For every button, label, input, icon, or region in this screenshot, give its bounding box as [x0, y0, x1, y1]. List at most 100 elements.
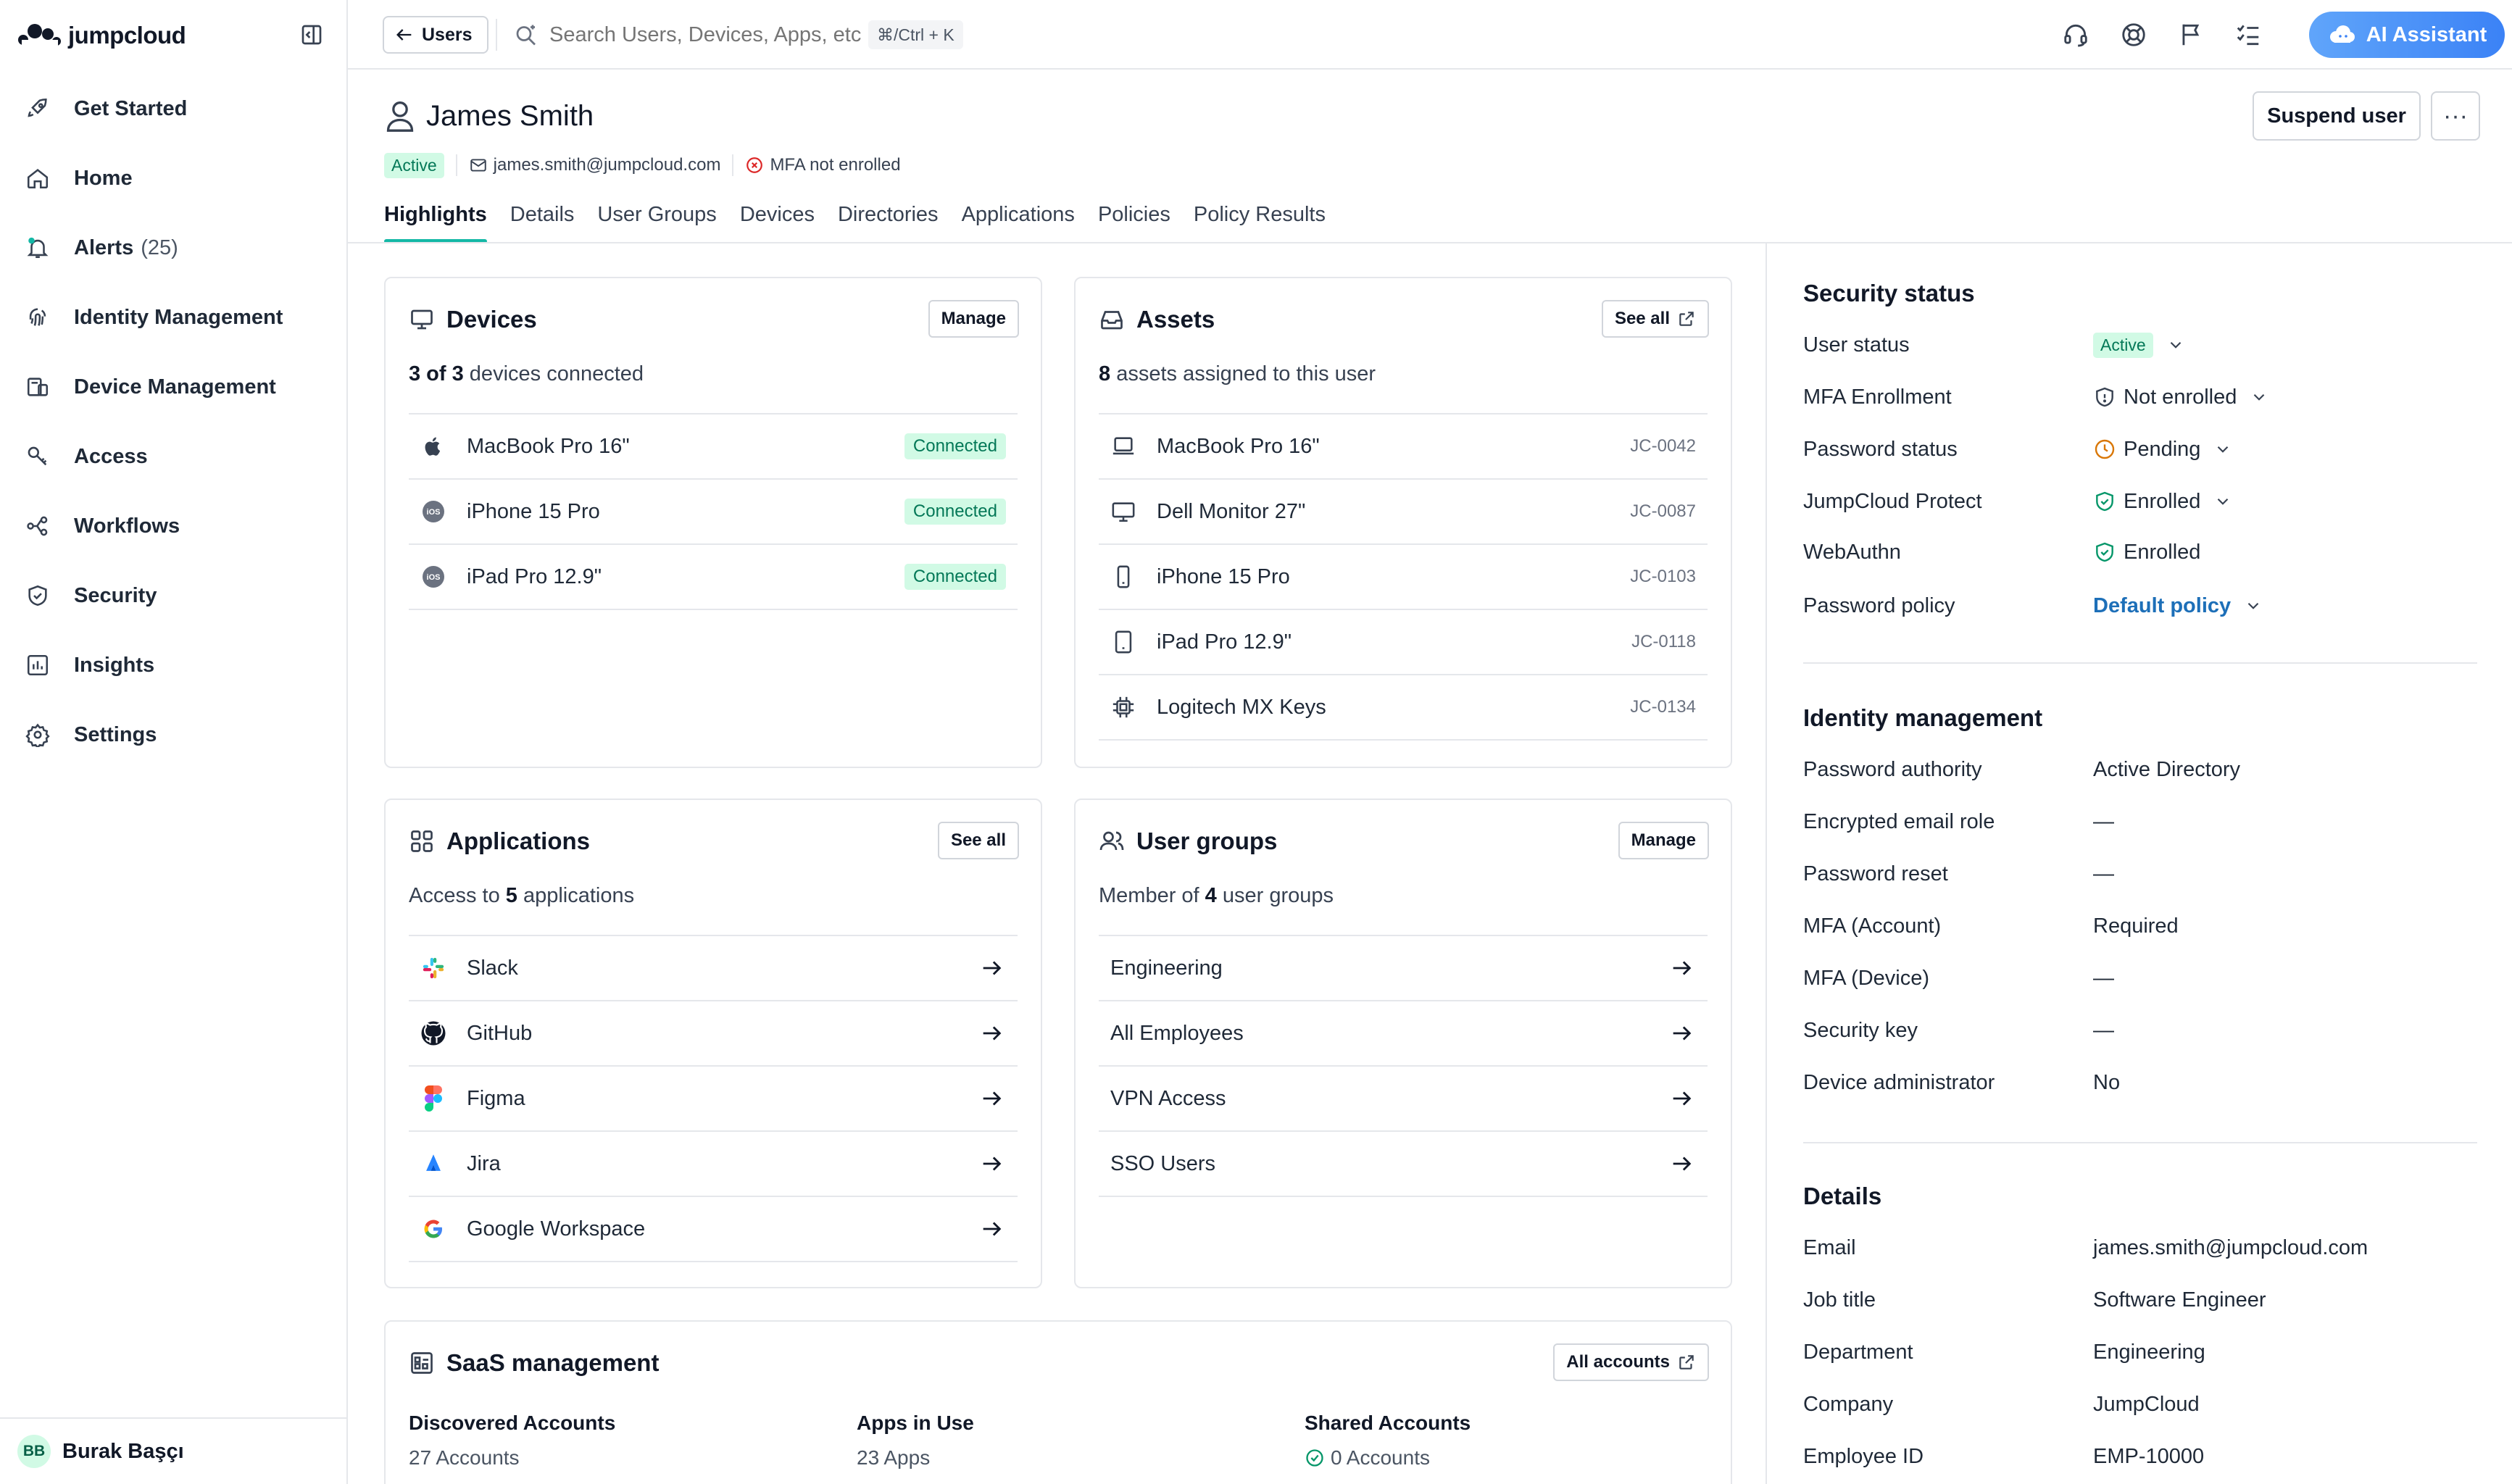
- back-to-users-button[interactable]: Users: [383, 16, 488, 54]
- field-value: Software Engineer: [2093, 1288, 2266, 1312]
- user-email[interactable]: james.smith@jumpcloud.com: [469, 155, 720, 175]
- ai-assistant-button[interactable]: AI Assistant: [2309, 12, 2505, 58]
- search-input[interactable]: [549, 22, 861, 47]
- arrow-right-icon[interactable]: [1667, 1019, 1696, 1048]
- arrow-right-icon[interactable]: [977, 1084, 1006, 1113]
- sidebar-item-security[interactable]: Security: [0, 561, 348, 630]
- list-item[interactable]: iPad Pro 12.9" JC-0118: [1099, 610, 1708, 675]
- arrow-right-icon[interactable]: [977, 1214, 1006, 1243]
- suspend-user-button[interactable]: Suspend user: [2253, 91, 2421, 141]
- list-item[interactable]: MacBook Pro 16" Connected: [409, 414, 1018, 480]
- field-label: Password policy: [1803, 593, 1955, 617]
- list-item[interactable]: Google Workspace: [409, 1197, 1018, 1262]
- sidebar-item-home[interactable]: Home: [0, 143, 348, 213]
- shared-accounts-stat[interactable]: Shared Accounts 0 Accounts: [1305, 1412, 1752, 1470]
- assets-summary: 8 assets assigned to this user: [1099, 362, 1376, 385]
- list-item[interactable]: Engineering: [1099, 936, 1708, 1001]
- sidebar-item-access[interactable]: Access: [0, 422, 348, 491]
- tab-highlights[interactable]: Highlights: [384, 196, 487, 243]
- more-actions-button[interactable]: ···: [2431, 91, 2480, 141]
- arrow-right-icon[interactable]: [977, 1019, 1006, 1048]
- department-row: Department Engineering: [1803, 1326, 2477, 1378]
- feedback-button[interactable]: [2176, 19, 2208, 51]
- list-item[interactable]: iOS iPhone 15 Pro Connected: [409, 480, 1018, 545]
- sidebar-item-workflows[interactable]: Workflows: [0, 491, 348, 561]
- arrow-right-icon[interactable]: [977, 1149, 1006, 1178]
- collapse-sidebar-button[interactable]: [297, 20, 326, 49]
- page-title: James Smith: [426, 99, 594, 132]
- sidebar-item-settings[interactable]: Settings: [0, 700, 348, 770]
- list-item[interactable]: iPhone 15 Pro JC-0103: [1099, 545, 1708, 610]
- chip-icon: [1110, 694, 1136, 720]
- user-status-dropdown[interactable]: Active: [2093, 332, 2192, 358]
- tab-directories[interactable]: Directories: [837, 203, 939, 226]
- employee-id-row: Employee ID EMP-10000: [1803, 1430, 2477, 1483]
- tasks-button[interactable]: [2232, 19, 2264, 51]
- password-status-dropdown[interactable]: Pending: [2093, 438, 2239, 462]
- tab-policies[interactable]: Policies: [1097, 203, 1170, 226]
- field-value: No: [2093, 1070, 2121, 1094]
- arrow-right-icon[interactable]: [1667, 1084, 1696, 1113]
- mfa-account-row: MFA (Account) Required: [1803, 900, 2477, 952]
- list-item[interactable]: Dell Monitor 27" JC-0087: [1099, 480, 1708, 545]
- password-policy-dropdown[interactable]: Default policy: [2093, 594, 2270, 618]
- field-label: Device administrator: [1803, 1070, 1995, 1094]
- apps-grid-icon: [411, 830, 433, 852]
- list-item[interactable]: All Employees: [1099, 1001, 1708, 1067]
- sidebar-item-device-management[interactable]: Device Management: [0, 352, 348, 422]
- tab-applications[interactable]: Applications: [961, 203, 1075, 226]
- tab-devices[interactable]: Devices: [739, 203, 815, 226]
- clock-icon: [2095, 439, 2115, 459]
- list-item[interactable]: iOS iPad Pro 12.9" Connected: [409, 545, 1018, 610]
- sidebar-item-alerts[interactable]: Alerts (25): [0, 213, 348, 283]
- tab-user-groups[interactable]: User Groups: [597, 203, 717, 226]
- list-item[interactable]: Slack: [409, 936, 1018, 1001]
- list-item[interactable]: Jira: [409, 1132, 1018, 1197]
- shield-icon: [22, 580, 54, 612]
- svg-text:iOS: iOS: [427, 573, 441, 582]
- discovered-accounts-stat[interactable]: Discovered Accounts 27 Accounts: [409, 1412, 857, 1470]
- mfa-enrollment-dropdown[interactable]: Not enrolled: [2093, 385, 2276, 409]
- field-label: JumpCloud Protect: [1803, 489, 1982, 513]
- list-item[interactable]: MacBook Pro 16" JC-0042: [1099, 414, 1708, 480]
- global-search[interactable]: ⌘/Ctrl + K: [513, 16, 963, 54]
- x-circle-icon: [746, 157, 763, 173]
- asset-name: iPhone 15 Pro: [1157, 564, 1290, 588]
- all-accounts-button[interactable]: All accounts: [1553, 1343, 1709, 1381]
- see-all-applications-button[interactable]: See all: [937, 822, 1019, 859]
- list-item[interactable]: GitHub: [409, 1001, 1018, 1067]
- see-all-assets-button[interactable]: See all: [1601, 300, 1709, 338]
- list-item[interactable]: Figma: [409, 1067, 1018, 1132]
- arrow-right-icon[interactable]: [977, 954, 1006, 983]
- card-title: Assets: [1136, 306, 1215, 333]
- password-authority-row: Password authority Active Directory: [1803, 743, 2477, 796]
- sidebar-item-insights[interactable]: Insights: [0, 630, 348, 700]
- password-policy-link[interactable]: Default policy: [2093, 593, 2232, 617]
- manage-user-groups-button[interactable]: Manage: [1618, 822, 1709, 859]
- arrow-right-icon[interactable]: [1667, 1149, 1696, 1178]
- applications-summary: Access to 5 applications: [409, 884, 635, 907]
- jumpcloud-protect-dropdown[interactable]: Enrolled: [2093, 490, 2239, 514]
- application-name: Jira: [467, 1151, 501, 1175]
- support-button[interactable]: [2060, 19, 2092, 51]
- user-menu[interactable]: BB Burak Başçı: [0, 1417, 346, 1484]
- field-label: MFA (Device): [1803, 966, 1930, 990]
- list-item[interactable]: VPN Access: [1099, 1067, 1708, 1132]
- sidebar-item-get-started[interactable]: Get Started: [0, 74, 348, 143]
- sidebar-item-identity-management[interactable]: Identity Management: [0, 283, 348, 352]
- user-overview-panel: Security status User status Active MFA E…: [1766, 243, 2512, 1484]
- apps-in-use-stat[interactable]: Apps in Use 23 Apps: [857, 1412, 1305, 1470]
- field-label: MFA (Account): [1803, 914, 1942, 938]
- list-item[interactable]: Logitech MX Keys JC-0134: [1099, 675, 1708, 741]
- manage-devices-button[interactable]: Manage: [928, 300, 1019, 338]
- brand-logo[interactable]: jumpcloud: [16, 19, 186, 52]
- chart-icon: [22, 649, 54, 681]
- chevron-down-icon: [2170, 341, 2181, 349]
- ios-icon: iOS: [420, 499, 446, 525]
- tab-details[interactable]: Details: [510, 203, 575, 226]
- help-button[interactable]: [2118, 19, 2150, 51]
- tab-policy-results[interactable]: Policy Results: [1193, 203, 1326, 226]
- list-item[interactable]: SSO Users: [1099, 1132, 1708, 1197]
- group-name: SSO Users: [1110, 1151, 1216, 1175]
- arrow-right-icon[interactable]: [1667, 954, 1696, 983]
